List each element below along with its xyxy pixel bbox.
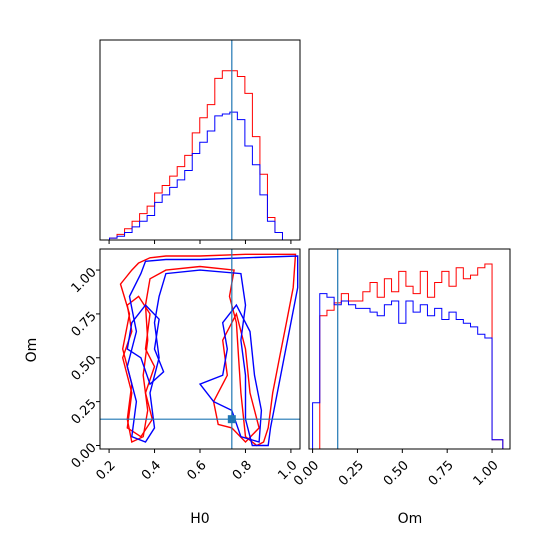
contour-blue-outer xyxy=(126,255,299,447)
h0-marginal-panel xyxy=(99,39,301,244)
contour-xtick-label-3: 0.6 xyxy=(184,458,209,483)
contour-xtick-label-2: 0.4 xyxy=(139,458,164,483)
om-hist-series-1 xyxy=(312,263,504,450)
om-xtick-label-5: 1.00 xyxy=(471,458,502,489)
om-xtick-label-1: 0.00 xyxy=(291,458,322,489)
om-xtick-label-4: 0.75 xyxy=(426,458,457,489)
contour-ytick-label-1: 0.00 xyxy=(69,441,100,472)
h0-hist-series-1 xyxy=(102,70,290,241)
om-marginal-panel: 0.00 0.25 0.50 0.75 1.00 xyxy=(291,248,511,489)
contour-ytick-label-4: 0.75 xyxy=(69,309,100,340)
h0-hist-series-2 xyxy=(102,111,290,241)
contour-blue-inner-left xyxy=(126,304,165,386)
om-hist-frame xyxy=(308,248,511,450)
contour-ytick-label-2: 0.25 xyxy=(69,397,100,428)
om-xtick-label-2: 0.25 xyxy=(336,458,367,489)
om-xtick-label-3: 0.50 xyxy=(381,458,412,489)
h0-axis-title: H0 xyxy=(190,511,209,527)
om-axis-title: Om xyxy=(398,511,423,527)
om-y-axis-title: Om xyxy=(24,338,40,363)
truth-marker xyxy=(227,415,236,424)
contour-ytick-label-3: 0.50 xyxy=(69,353,100,384)
contour-xtick-label-4: 0.8 xyxy=(230,458,255,483)
h0-om-contour-panel: 0.2 0.4 0.6 0.8 1.00.000.250.500.751.00 xyxy=(69,248,301,483)
contour-red-inner-right xyxy=(212,311,260,444)
contour-xtick-label-1: 0.2 xyxy=(94,458,119,483)
contour-ytick-label-5: 1.00 xyxy=(69,265,100,296)
h0-hist-frame xyxy=(99,39,301,241)
contour-red-outer xyxy=(119,253,297,447)
om-hist-series-2 xyxy=(312,293,504,449)
